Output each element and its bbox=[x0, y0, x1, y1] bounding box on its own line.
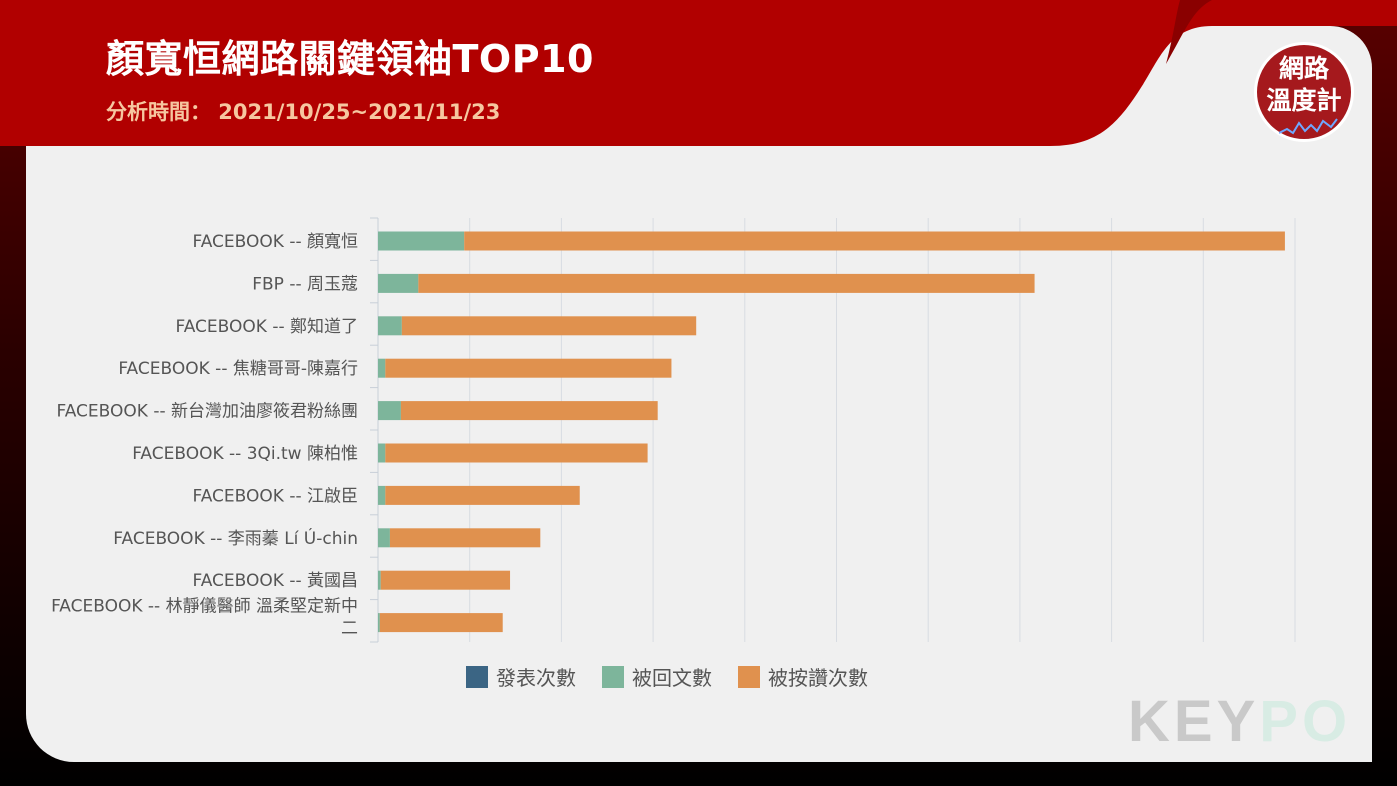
page-title: 顏寬恒網路關鍵領袖TOP10 bbox=[106, 37, 594, 81]
bar-replies[interactable] bbox=[378, 485, 386, 505]
category-label: FACEBOOK -- 黃國昌 bbox=[192, 571, 358, 591]
bar-likes[interactable] bbox=[385, 443, 648, 463]
analysis-period: 分析時間： 2021/10/25~2021/11/23 bbox=[106, 100, 501, 124]
legend-item-posts[interactable]: 發表次數 bbox=[466, 662, 576, 691]
bar-likes[interactable] bbox=[385, 358, 672, 378]
legend: 發表次數 被回文數 被按讚次數 bbox=[466, 662, 868, 691]
legend-item-replies[interactable]: 被回文數 bbox=[602, 662, 712, 691]
bar-likes[interactable] bbox=[385, 485, 580, 505]
category-label: FACEBOOK -- 3Qi.tw 陳柏惟 bbox=[132, 444, 358, 464]
logo-key: KEY bbox=[1128, 689, 1260, 754]
header-banner bbox=[0, 0, 1397, 146]
category-label: FACEBOOK -- 顏寬恒 bbox=[192, 232, 358, 252]
category-label: FACEBOOK -- 李雨蓁 Lí Ú-chin bbox=[113, 527, 358, 549]
legend-swatch-likes bbox=[738, 665, 760, 688]
bar-replies[interactable] bbox=[378, 528, 390, 548]
category-label-line: FACEBOOK -- 林靜儀醫師 溫柔堅定新中 bbox=[51, 597, 358, 617]
legend-swatch-posts bbox=[466, 665, 488, 688]
brand-badge: 網路 溫度計 bbox=[1254, 42, 1354, 142]
chart-card bbox=[26, 26, 1372, 762]
bar-replies[interactable] bbox=[378, 273, 419, 293]
bar-series bbox=[378, 231, 1285, 633]
bar-likes[interactable] bbox=[389, 528, 541, 548]
bar-replies[interactable] bbox=[378, 613, 380, 633]
bar-likes[interactable] bbox=[401, 316, 697, 336]
bar-likes[interactable] bbox=[464, 231, 1285, 251]
bar-likes[interactable] bbox=[418, 273, 1035, 293]
category-label: FACEBOOK -- 林靜儀醫師 溫柔堅定新中二 bbox=[51, 597, 358, 639]
category-label: FACEBOOK -- 鄭知道了 bbox=[175, 317, 358, 337]
legend-item-likes[interactable]: 被按讚次數 bbox=[738, 662, 868, 691]
bar-replies[interactable] bbox=[378, 231, 465, 251]
bar-likes[interactable] bbox=[380, 570, 511, 590]
bar-replies[interactable] bbox=[378, 443, 386, 463]
logo-po: PO bbox=[1259, 689, 1352, 754]
badge-line-2: 溫度計 bbox=[1266, 86, 1342, 115]
bar-likes[interactable] bbox=[400, 401, 658, 421]
category-label-line: 二 bbox=[341, 619, 358, 639]
bar-replies[interactable] bbox=[378, 358, 386, 378]
bar-likes[interactable] bbox=[379, 613, 503, 633]
keypo-logo: KEYPO bbox=[1128, 688, 1351, 755]
category-label: FACEBOOK -- 新台灣加油廖筱君粉絲團 bbox=[56, 402, 358, 422]
bar-replies[interactable] bbox=[378, 401, 401, 421]
bar-replies[interactable] bbox=[378, 570, 381, 590]
legend-swatch-replies bbox=[602, 665, 624, 688]
category-label: FACEBOOK -- 焦糖哥哥-陳嘉行 bbox=[118, 359, 358, 379]
legend-label-posts: 發表次數 bbox=[496, 666, 576, 690]
legend-label-replies: 被回文數 bbox=[632, 666, 712, 690]
pulse-icon bbox=[1279, 118, 1338, 135]
bar-replies[interactable] bbox=[378, 316, 402, 336]
legend-label-likes: 被按讚次數 bbox=[768, 666, 868, 690]
category-label: FACEBOOK -- 江啟臣 bbox=[192, 486, 358, 506]
category-labels: FACEBOOK -- 顏寬恒 FBP -- 周玉蔻 FACEBOOK -- 鄭知道… bbox=[51, 232, 358, 639]
category-label: FBP -- 周玉蔻 bbox=[252, 274, 358, 294]
badge-line-1: 網路 bbox=[1278, 54, 1329, 83]
